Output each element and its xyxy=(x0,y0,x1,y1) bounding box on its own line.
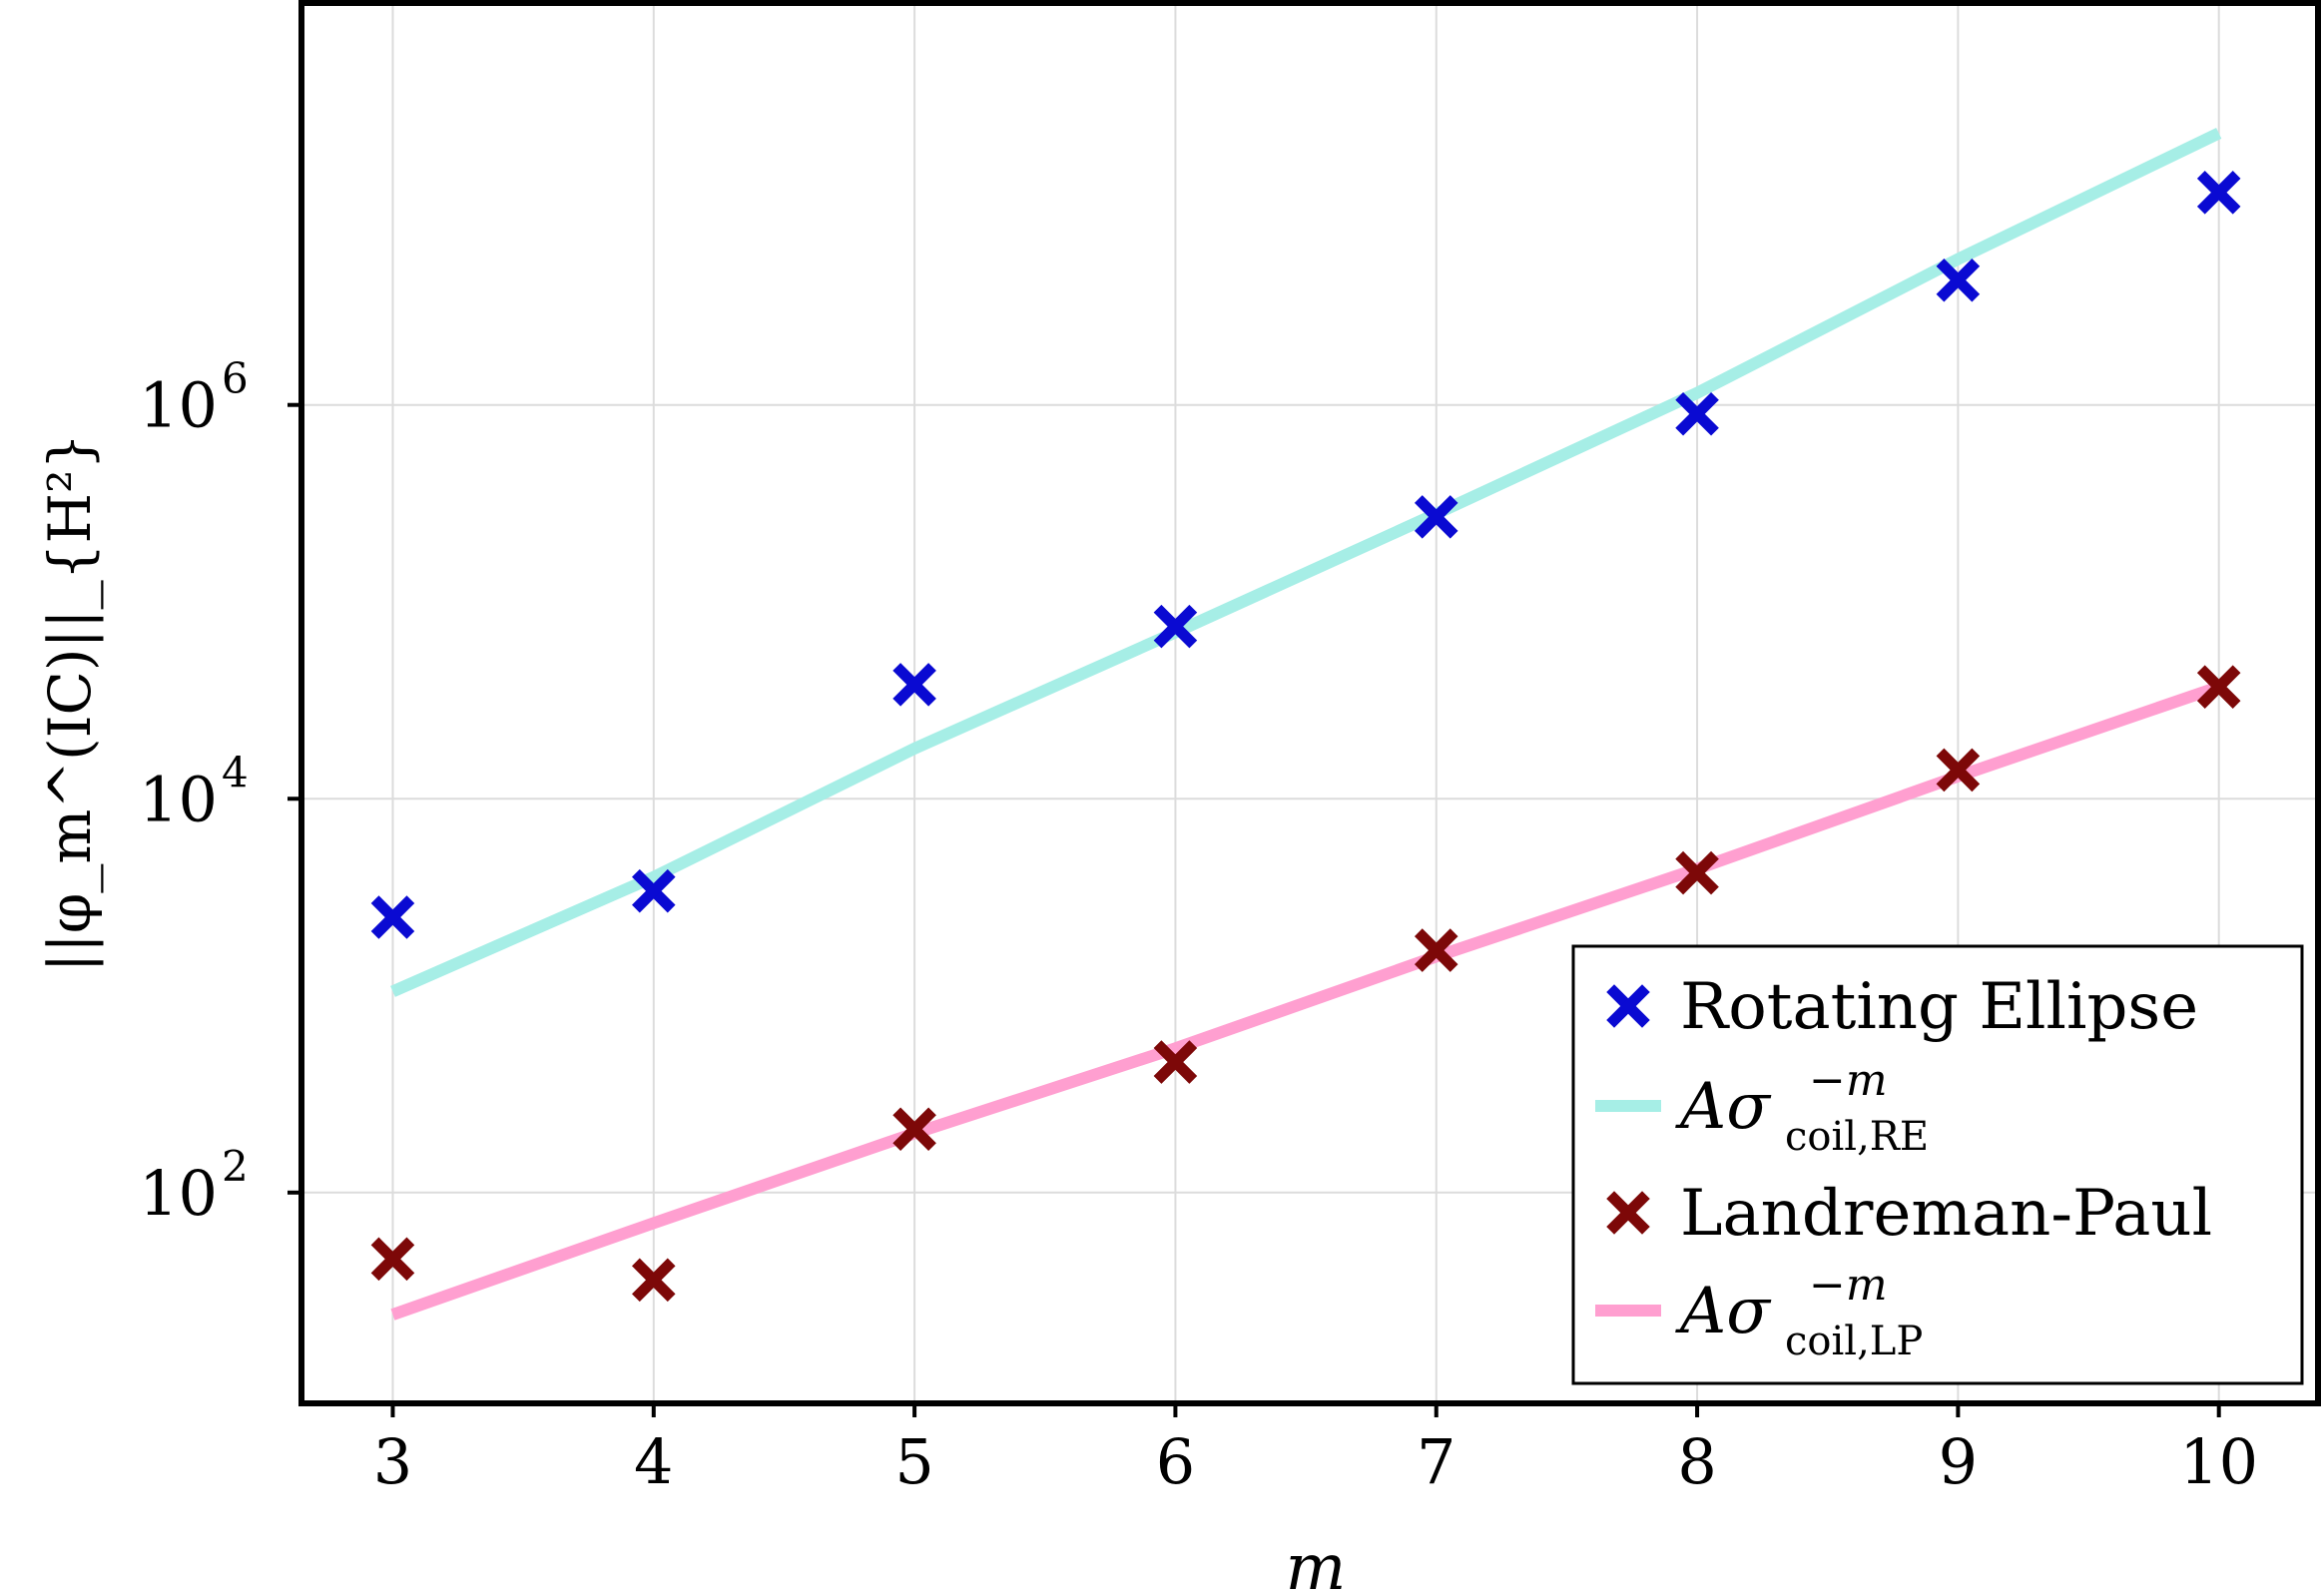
y-tick-exponent: 6 xyxy=(222,354,249,403)
y-tick-exponent: 2 xyxy=(222,1142,249,1191)
data-point-landreman-paul-2 xyxy=(892,1107,936,1152)
data-point-landreman-paul-0 xyxy=(370,1237,415,1282)
x-axis-ticks: 3 4 5 6 7 8 9 10 xyxy=(373,1403,2258,1498)
x-tick-label: 6 xyxy=(1156,1425,1195,1498)
legend-label-re-fit-sup: −m xyxy=(1809,1055,1888,1106)
x-tick-label: 10 xyxy=(2179,1425,2258,1498)
fit-lines xyxy=(390,128,2222,1321)
legend: Rotating Ellipse Aσ −m coil,RE Landreman… xyxy=(1571,944,2304,1385)
series-line-3 xyxy=(390,681,2221,1321)
legend-label-lp-fit-sub: coil,LP xyxy=(1785,1319,1923,1364)
data-point-landreman-paul-1 xyxy=(632,1258,676,1303)
x-tick-label: 9 xyxy=(1939,1425,1978,1498)
data-point-rotating-ellipse-7 xyxy=(2196,171,2241,215)
data-point-rotating-ellipse-6 xyxy=(1936,258,1981,302)
legend-label-landreman-paul: Landreman-Paul xyxy=(1680,1177,2212,1251)
x-tick-label: 7 xyxy=(1417,1425,1455,1498)
legend-marker-rotating-ellipse xyxy=(1606,984,1650,1028)
legend-label-re-fit: Aσ xyxy=(1675,1070,1772,1144)
data-point-landreman-paul-5 xyxy=(1675,850,1719,895)
data-point-landreman-paul-3 xyxy=(1153,1040,1198,1084)
data-point-rotating-ellipse-3 xyxy=(1153,604,1198,649)
markers xyxy=(370,171,2241,1303)
data-point-landreman-paul-6 xyxy=(1936,748,1981,793)
data-point-rotating-ellipse-4 xyxy=(1414,495,1458,539)
legend-label-re-fit-sub: coil,RE xyxy=(1785,1114,1929,1160)
legend-label-rotating-ellipse: Rotating Ellipse xyxy=(1680,970,2198,1044)
data-point-rotating-ellipse-2 xyxy=(892,663,936,707)
legend-box xyxy=(1571,944,2304,1385)
y-axis-label: ||φ_m^(IC)||_{H²} xyxy=(36,433,104,973)
y-tick-label: 10 xyxy=(139,763,218,835)
legend-label-lp-fit: Aσ xyxy=(1675,1275,1772,1348)
x-tick-label: 5 xyxy=(894,1425,933,1498)
y-tick-label: 10 xyxy=(139,1157,218,1230)
x-tick-label: 4 xyxy=(634,1425,673,1498)
data-point-rotating-ellipse-0 xyxy=(370,895,415,939)
legend-label-lp-fit-sup: −m xyxy=(1809,1260,1888,1311)
y-tick-label: 10 xyxy=(139,369,218,442)
legend-marker-landreman-paul xyxy=(1606,1191,1650,1235)
y-tick-exponent: 4 xyxy=(222,748,249,797)
x-axis-label: m xyxy=(1286,1531,1347,1596)
series-line-1 xyxy=(390,128,2222,997)
x-tick-label: 8 xyxy=(1677,1425,1716,1498)
data-point-landreman-paul-4 xyxy=(1414,928,1458,972)
data-point-rotating-ellipse-5 xyxy=(1675,391,1719,436)
x-tick-label: 3 xyxy=(373,1425,412,1498)
data-point-landreman-paul-7 xyxy=(2196,665,2241,709)
plot-frame xyxy=(298,0,2321,1406)
data-point-rotating-ellipse-1 xyxy=(632,868,676,913)
